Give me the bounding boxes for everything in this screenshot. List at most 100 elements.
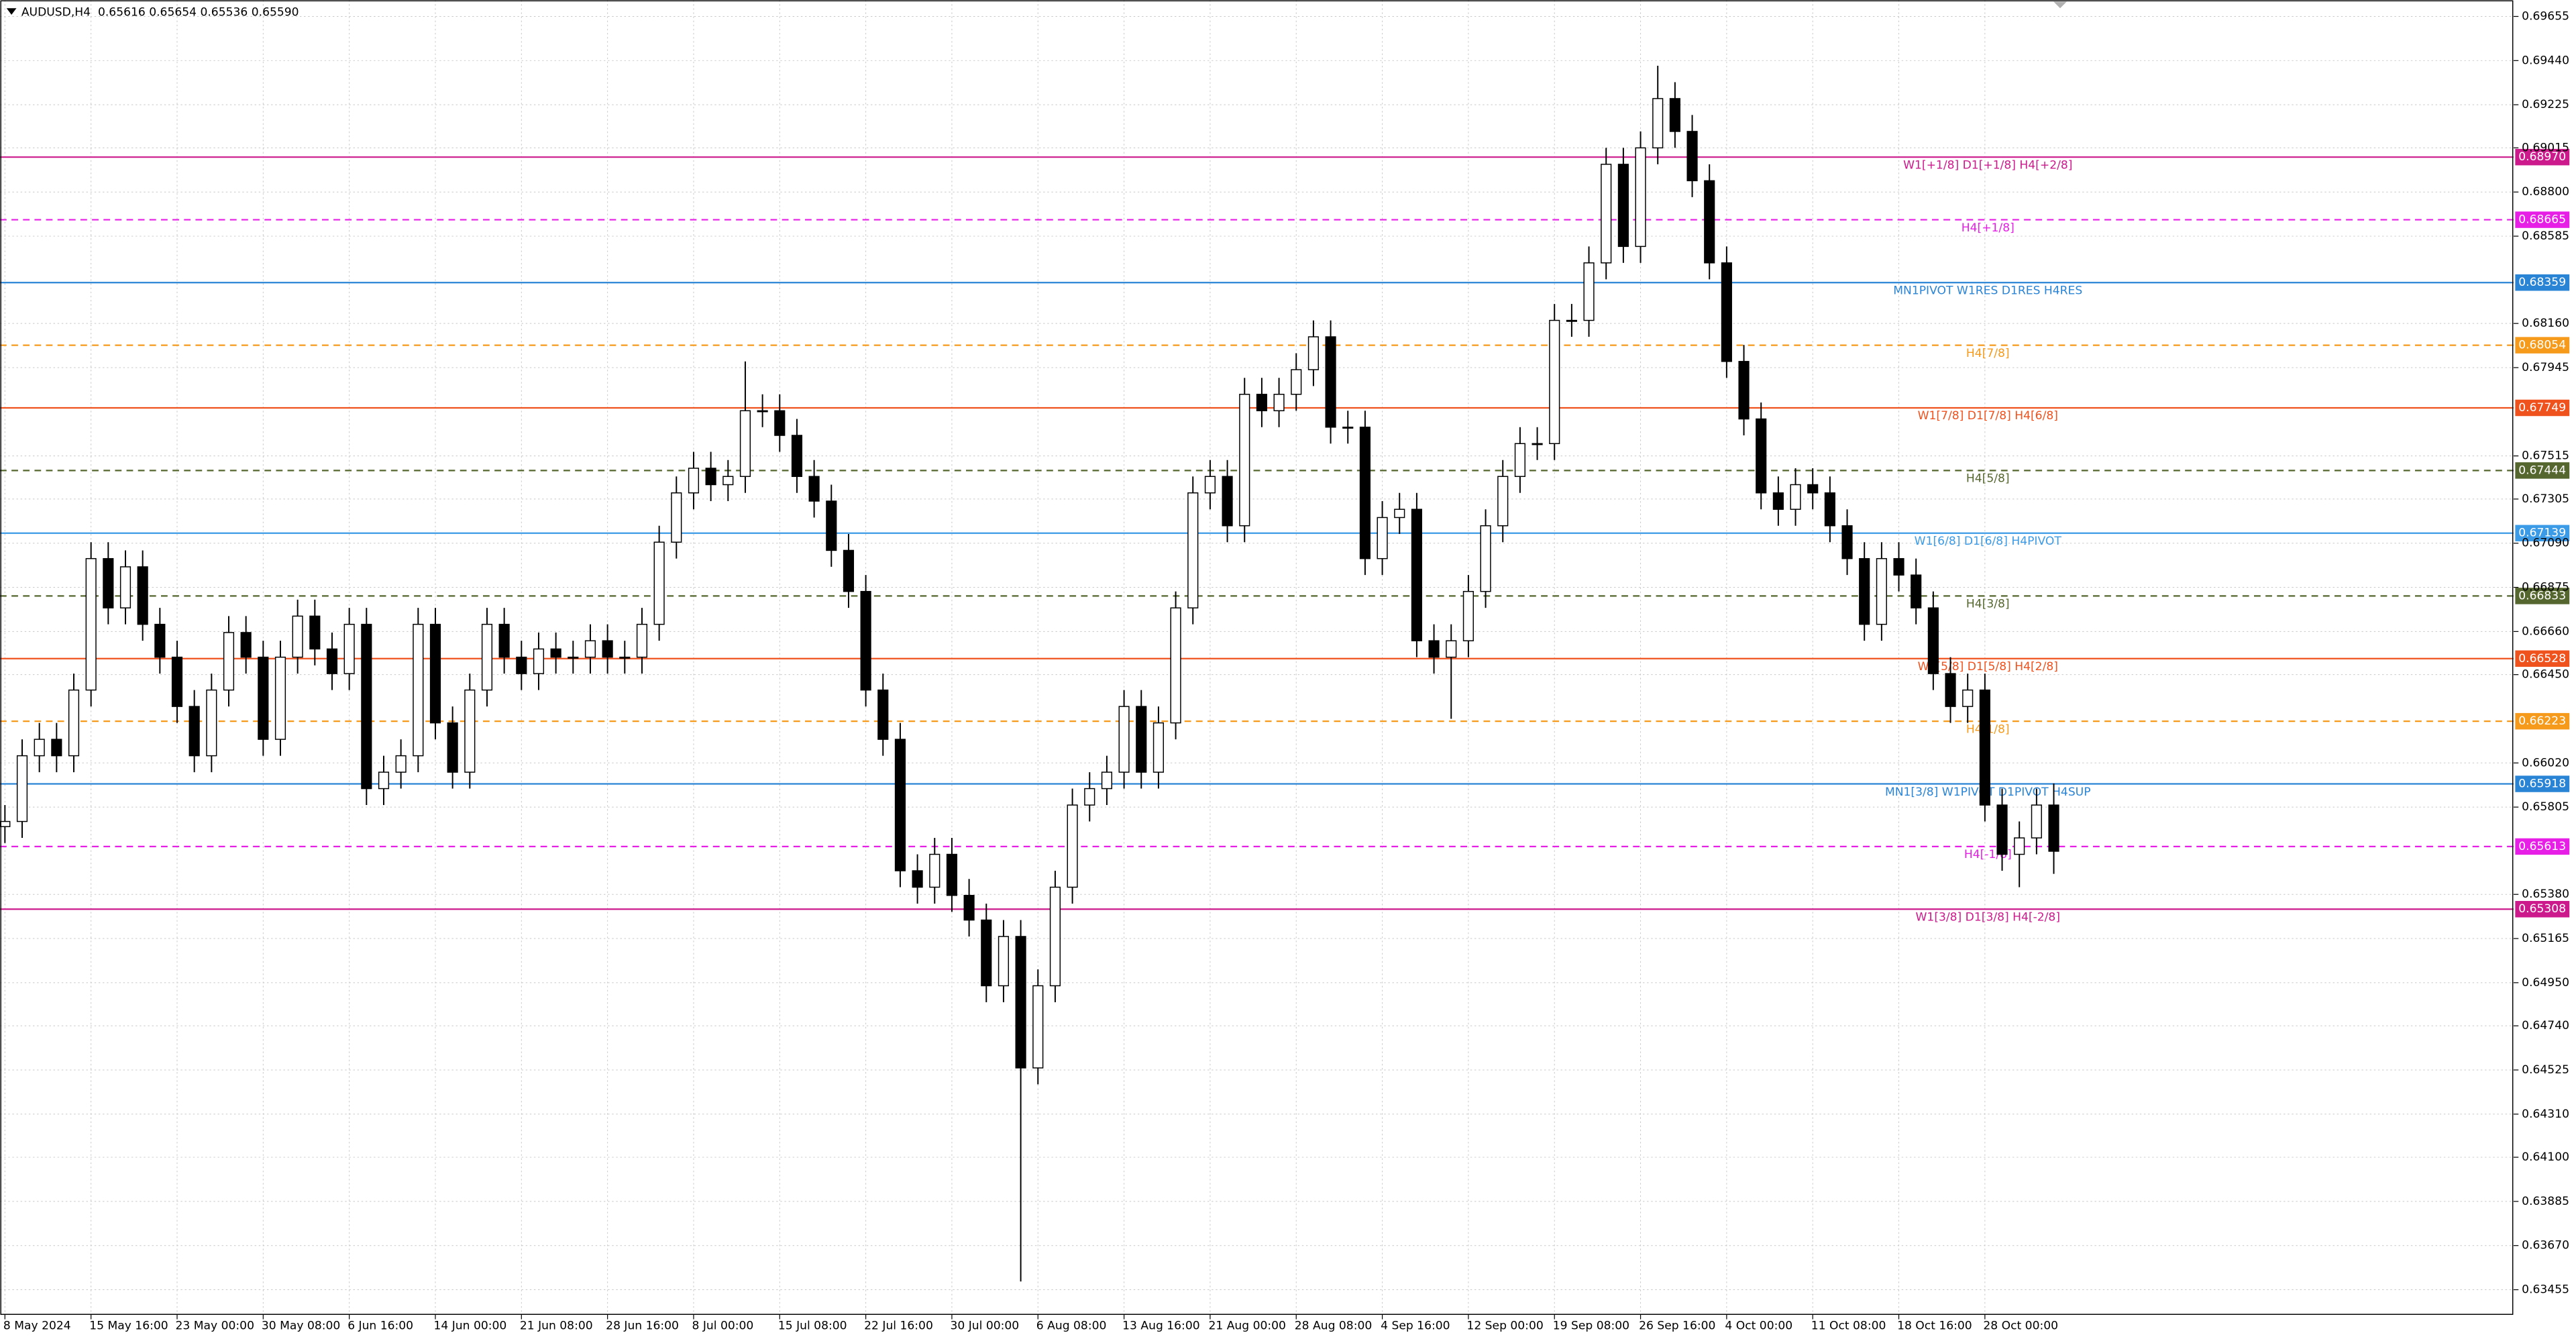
candle-body [498, 623, 510, 658]
candle-body [619, 656, 631, 659]
candle-body [395, 755, 407, 773]
y-tick-label: 0.68800 [2522, 185, 2569, 199]
candle-body [1049, 886, 1061, 987]
candle-body [309, 615, 321, 650]
x-tick-label: 28 Oct 00:00 [1983, 1319, 2058, 1332]
candle-body [240, 632, 252, 658]
level-label: H4[3/8] [1966, 598, 2010, 611]
level-price-label: 0.66528 [2518, 652, 2566, 665]
candle-body [223, 632, 235, 691]
x-tick-label: 4 Oct 00:00 [1725, 1319, 1792, 1332]
candle-body [1291, 369, 1302, 395]
candle-body [774, 410, 786, 436]
x-tick-label: 11 Oct 08:00 [1811, 1319, 1886, 1332]
candle-body [103, 557, 114, 608]
candle-body [550, 648, 561, 658]
candle-body [1222, 476, 1233, 527]
candle-body [1927, 607, 1939, 674]
level-price-label: 0.67444 [2518, 464, 2566, 477]
candle-body [1617, 164, 1629, 248]
x-tick-label: 13 Aug 16:00 [1122, 1319, 1199, 1332]
y-tick-label: 0.63455 [2522, 1283, 2569, 1297]
candle-body [447, 722, 458, 773]
y-tick-label: 0.63885 [2522, 1195, 2569, 1208]
x-tick-label: 6 Aug 08:00 [1036, 1319, 1107, 1332]
candle-body [1686, 131, 1698, 182]
candle-body [602, 640, 613, 658]
candle-body [1325, 336, 1336, 428]
level-price-label: 0.68665 [2518, 213, 2566, 227]
candle-body [154, 623, 166, 658]
level-price-box [2515, 650, 2570, 667]
candle-body [860, 590, 871, 691]
level-price-label: 0.67139 [2518, 527, 2566, 540]
level-label: W1[6/8] D1[6/8] H4PIVOT [1915, 535, 2062, 548]
candle-body [1152, 722, 1165, 773]
candle-body [1601, 164, 1612, 264]
y-tick-label: 0.68160 [2522, 317, 2569, 330]
level-label: W1[+1/8] D1[+1/8] H4[+2/8] [1903, 158, 2072, 172]
candle-body [826, 500, 837, 551]
candle-body [1101, 771, 1113, 790]
candle-body [1549, 319, 1560, 444]
candle-body [1893, 557, 1904, 576]
candle-body [1772, 492, 1784, 510]
y-tick-label: 0.64950 [2522, 976, 2569, 989]
level-price-label: 0.65918 [2518, 778, 2566, 791]
level-price-label: 0.68970 [2518, 150, 2566, 164]
shift-marker[interactable] [2053, 1, 2067, 9]
x-tick-label: 26 Sep 16:00 [1639, 1319, 1715, 1332]
candle-body [671, 492, 682, 543]
candle-body [688, 468, 700, 494]
candle-body [808, 476, 820, 502]
x-tick-label: 15 May 16:00 [89, 1319, 168, 1332]
candle-body [189, 706, 200, 757]
menu-triangle[interactable] [6, 8, 17, 15]
candle-body [533, 648, 545, 674]
candle-body [137, 566, 148, 625]
x-tick-label: 14 Jun 00:00 [434, 1319, 507, 1332]
candle-body [1652, 98, 1664, 149]
candle-body [1738, 361, 1750, 420]
candle-body [516, 656, 527, 674]
candle-body [1807, 484, 1819, 494]
x-tick-label: 8 May 2024 [3, 1319, 71, 1332]
y-tick-label: 0.69655 [2522, 9, 2569, 23]
candle-body [722, 476, 734, 486]
candle-body [1945, 673, 1956, 707]
level-price-box [2515, 712, 2570, 730]
y-tick-label: 0.67515 [2522, 449, 2569, 463]
level-price-box [2515, 901, 2570, 918]
level-price-box [2515, 588, 2570, 604]
candle-body [206, 689, 217, 757]
candle-body [1635, 147, 1646, 248]
x-tick-label: 4 Sep 16:00 [1381, 1319, 1450, 1332]
candle-body [1136, 706, 1147, 773]
level-price-box [2515, 838, 2570, 855]
candle-body [1170, 607, 1181, 724]
candle-body [1273, 394, 1285, 412]
candle-body [1704, 180, 1715, 264]
candle-body [1067, 804, 1078, 888]
x-tick-label: 6 Jun 16:00 [347, 1319, 413, 1332]
candle-body [1911, 574, 1922, 608]
x-tick-label: 23 May 00:00 [176, 1319, 254, 1332]
candle-body [413, 623, 424, 757]
candle-body [1497, 476, 1509, 527]
candle-body [1359, 427, 1371, 559]
x-tick-label: 12 Sep 00:00 [1466, 1319, 1543, 1332]
candle-body [1411, 508, 1422, 641]
labels: 0.69655 0.69440 0.69225 0.69015 0.68800 0.685… [3, 9, 2569, 1332]
candle-body [258, 656, 269, 740]
candle-body [1187, 492, 1199, 608]
x-tick-label: 30 Jul 00:00 [950, 1319, 1019, 1332]
candle-body [68, 689, 80, 757]
y-tick-label: 0.64100 [2522, 1150, 2569, 1164]
candle-body [1256, 394, 1267, 412]
candle-body [1342, 427, 1354, 429]
candle-body [51, 739, 62, 757]
candle-body [2031, 804, 2042, 839]
y-tick-label: 0.67305 [2522, 492, 2569, 506]
